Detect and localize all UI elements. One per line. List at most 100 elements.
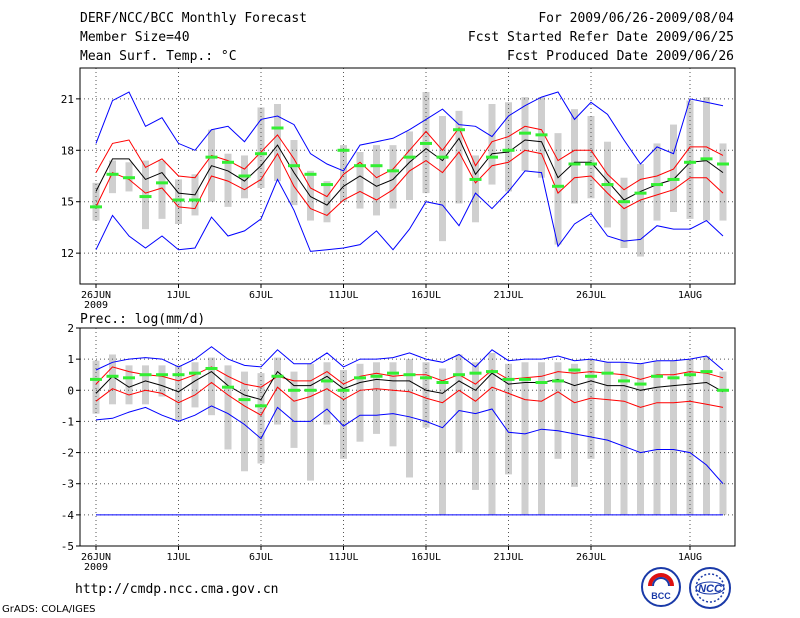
prec-member-mark: [436, 381, 449, 384]
ncc-logo-text: NCC: [698, 583, 723, 595]
prec-y-tick-label: -4: [61, 509, 75, 522]
prec-year-label: 2009: [84, 562, 108, 573]
source-url[interactable]: http://cmdp.ncc.cma.gov.cn: [75, 582, 279, 597]
temp-member-mark: [700, 157, 713, 161]
prec-member-mark: [288, 388, 300, 392]
temp-x-tick-label: 6JUL: [249, 290, 273, 301]
temp-range-bar: [637, 164, 644, 257]
temp-member-mark: [453, 128, 465, 132]
temp-range-bar: [373, 145, 380, 216]
prec-x-tick-label: 16JUL: [411, 552, 441, 563]
temp-member-mark: [502, 148, 515, 152]
temp-range-bar: [109, 160, 116, 194]
temp-range-bar: [406, 131, 413, 200]
prec-member-mark: [304, 388, 317, 392]
prec-member-mark: [271, 374, 284, 378]
prec-member-mark: [90, 377, 102, 381]
prec-range-bar: [620, 362, 628, 515]
temp-member-mark: [222, 160, 234, 164]
prec-range-bar: [538, 362, 545, 515]
temp-range-bar: [554, 133, 562, 245]
prec-member-mark: [387, 371, 399, 375]
temp-member-mark: [304, 172, 317, 176]
prec-range-bar: [455, 354, 463, 453]
prec-member-mark: [519, 377, 531, 381]
prec-line-max: [95, 346, 724, 371]
temp-member-mark: [370, 164, 383, 168]
prec-member-mark: [337, 388, 350, 392]
grads-credit: GrADS: COLA/IGES: [2, 604, 96, 615]
temp-member-mark: [420, 141, 432, 145]
prec-range-bar: [224, 365, 232, 450]
temp-range-bar: [439, 116, 446, 242]
prec-x-tick-label: 21JUL: [493, 552, 523, 563]
prec-range-bar: [389, 362, 397, 447]
temp-line-upper: [95, 125, 724, 198]
prec-member-mark: [321, 379, 333, 383]
prec-range-bar: [670, 360, 677, 515]
prec-y-tick-label: -5: [61, 540, 74, 553]
temp-member-mark: [684, 160, 696, 164]
chart-title: DERF/NCC/BCC Monthly Forecast: [80, 11, 307, 26]
prec-frame: [79, 327, 736, 547]
prec-range-bar: [257, 373, 265, 464]
temp-range-bar: [455, 110, 463, 204]
prec-range-bar: [439, 368, 446, 515]
prec-member-mark: [601, 371, 614, 375]
prec-range-bar: [422, 362, 430, 428]
prec-member-mark: [717, 388, 729, 392]
temp-member-mark: [337, 148, 350, 152]
prec-range-bar: [472, 362, 479, 490]
temp-frame: [79, 67, 736, 285]
prec-y-tick-label: -2: [61, 447, 74, 460]
temp-range-bar: [686, 100, 694, 219]
prec-range-bar: [142, 365, 149, 405]
member-size: Member Size=40: [80, 30, 190, 45]
prec-member-mark: [172, 373, 185, 377]
prec-member-mark: [420, 376, 432, 380]
ncc-logo: NCC: [689, 567, 731, 609]
temp-y-tick-label: 12: [61, 247, 74, 260]
temp-range-bar: [571, 109, 578, 204]
temp-range-bar: [274, 104, 281, 182]
prec-range-bar: [208, 357, 215, 416]
prec-member-mark: [238, 398, 251, 402]
prec-member-mark: [205, 366, 218, 370]
prec-member-mark: [700, 370, 713, 374]
temp-member-mark: [255, 152, 267, 156]
temp-member-mark: [387, 169, 399, 173]
prec-range-bar: [373, 362, 380, 434]
bcc-logo: BCC: [641, 567, 681, 607]
prec-range-bar: [191, 362, 199, 408]
prec-member-mark: [123, 376, 135, 380]
temp-line-lower: [95, 149, 724, 216]
temp-range-bar: [356, 152, 364, 209]
temp-x-tick-label: 1AUG: [678, 290, 702, 301]
prec-member-mark: [618, 379, 630, 383]
prec-y-tick-label: -1: [61, 415, 74, 428]
temp-range-bar: [175, 179, 182, 224]
temp-member-mark: [288, 164, 300, 168]
temp-member-mark: [156, 181, 168, 185]
temp-member-mark: [519, 131, 531, 135]
temp-member-mark: [123, 176, 135, 180]
temp-x-tick-label: 26JUN: [81, 290, 111, 301]
temp-line-mean: [95, 137, 724, 206]
temp-range-bar: [505, 102, 512, 192]
variable-label: Mean Surf. Temp.: °C: [80, 49, 237, 64]
prec-member-mark: [370, 374, 383, 378]
prec-member-mark: [667, 376, 680, 380]
prec-range-bar: [653, 360, 661, 515]
prec-range-bar: [290, 371, 298, 448]
prec-range-bar: [406, 359, 413, 478]
prec-range-bar: [604, 362, 611, 515]
temp-member-mark: [189, 198, 201, 202]
temp-range-bar: [538, 97, 545, 178]
temp-member-mark: [436, 155, 449, 159]
temp-x-tick-label: 11JUL: [328, 290, 358, 301]
prec-member-mark: [684, 373, 696, 377]
temp-x-tick-label: 26JUL: [576, 290, 606, 301]
prec-x-tick-label: 26JUL: [576, 552, 606, 563]
temp-member-mark: [585, 162, 597, 166]
temp-range-bar: [488, 104, 496, 185]
